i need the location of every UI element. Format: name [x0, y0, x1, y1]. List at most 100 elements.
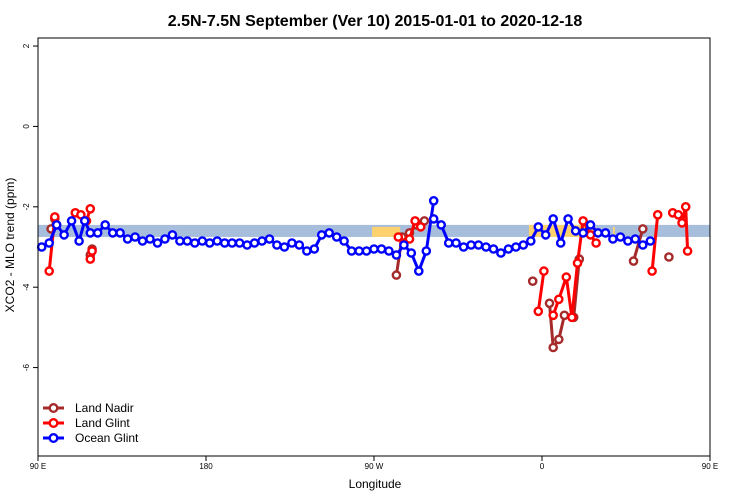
- legend-marker-land-glint: [48, 418, 59, 429]
- land-glint-point-2-0: [85, 254, 96, 264]
- ocean-glint-point-0-5: [74, 236, 84, 246]
- land-glint-point-6-0: [647, 266, 657, 276]
- ocean-glint-point-0-25: [219, 238, 230, 248]
- ocean-glint-point-1-27: [630, 234, 641, 244]
- ocean-glint-point-0-4: [66, 216, 77, 226]
- ocean-glint-point-0-10: [107, 228, 118, 238]
- highlight-band-0: [372, 226, 401, 237]
- axis-layer: 90 E 180 90 W 0 90 E 2 0 -2 -4 -6: [22, 43, 718, 471]
- land-glint-point-5-1: [554, 294, 564, 305]
- ocean-glint-point-1-20: [578, 228, 588, 238]
- legend-label-ocean-glint: Ocean Glint: [75, 431, 139, 445]
- ocean-glint-point-1-21: [585, 220, 596, 230]
- ocean-glint-point-0-1: [44, 238, 55, 248]
- land-nadir-point-5-0: [628, 256, 639, 266]
- land-glint-point-5-4: [572, 258, 583, 268]
- land-glint-point-5-7: [591, 238, 601, 248]
- ocean-glint-point-0-51: [413, 266, 424, 276]
- ocean-glint-point-1-19: [570, 226, 581, 236]
- ocean-glint-point-1-22: [593, 228, 603, 238]
- ocean-glint-point-0-29: [249, 238, 260, 248]
- ocean-glint-point-1-29: [645, 236, 656, 246]
- x-tick-label-0: 90 E: [30, 462, 46, 471]
- ocean-glint-point-1-13: [526, 236, 536, 246]
- land-glint-point-7-1: [673, 209, 684, 220]
- land-glint-point-2-1: [87, 246, 97, 256]
- ocean-glint-point-1-28: [638, 240, 648, 250]
- ocean-glint-point-0-39: [324, 228, 335, 238]
- land-glint-point-4-0: [533, 306, 544, 317]
- ocean-glint-point-1-7: [481, 242, 491, 252]
- ocean-glint-point-1-11: [511, 242, 521, 252]
- ocean-glint-point-1-10: [503, 244, 514, 254]
- land-glint-point-5-0: [548, 310, 559, 321]
- ocean-glint-point-0-2: [51, 220, 62, 230]
- land-glint-point-0-0: [44, 266, 55, 276]
- ocean-glint-point-0-7: [85, 228, 96, 238]
- legend-label-land-nadir: Land Nadir: [75, 401, 134, 415]
- ocean-glint-point-1-3: [451, 238, 461, 248]
- land-nadir-point-4-0: [544, 298, 555, 309]
- y-tick-label-1: 0: [22, 124, 31, 129]
- land-glint-line-4: [536, 270, 546, 312]
- legend-marker-ocean-glint: [48, 433, 59, 444]
- ocean-glint-point-1-26: [623, 236, 633, 246]
- ocean-glint-point-0-12: [122, 234, 133, 244]
- ocean-glint-point-0-23: [204, 238, 215, 248]
- ocean-glint-point-1-0: [428, 214, 439, 224]
- ocean-glint-point-1-1: [436, 220, 447, 230]
- ocean-glint-point-0-32: [272, 240, 282, 250]
- ocean-glint-point-1-17: [555, 238, 566, 248]
- ocean-glint-point-1-12: [518, 240, 529, 250]
- land-nadir-point-4-3: [559, 310, 570, 321]
- ocean-glint-point-0-34: [287, 238, 297, 248]
- land-glint-point-7-3: [680, 201, 691, 212]
- ocean-glint-point-0-0: [36, 242, 47, 252]
- land-glint-point-5-3: [567, 312, 577, 323]
- land-nadir-point-3-0: [527, 276, 538, 287]
- y-tick-label-3: -4: [22, 283, 31, 291]
- ocean-glint-point-0-49: [399, 240, 409, 250]
- series-land-glint: [44, 201, 693, 323]
- land-glint-point-5-5: [578, 216, 588, 226]
- ocean-glint-point-0-43: [354, 246, 364, 256]
- ocean-glint-point-0-21: [189, 238, 200, 248]
- ocean-glint-point-0-40: [331, 232, 342, 242]
- ocean-glint-point-0-37: [309, 244, 320, 254]
- legend-label-land-glint: Land Glint: [75, 416, 130, 430]
- ocean-glint-point-0-44: [361, 246, 372, 256]
- series-layer: [36, 195, 693, 353]
- land-glint-point-3-4: [415, 222, 426, 232]
- ocean-glint-point-0-3: [59, 230, 69, 240]
- land-glint-line-6: [650, 214, 660, 272]
- ocean-glint-point-0-11: [115, 228, 125, 238]
- ocean-glint-point-0-13: [130, 232, 140, 242]
- land-glint-point-5-6: [585, 230, 596, 240]
- ocean-glint-point-0-6: [79, 216, 90, 226]
- ocean-glint-point-0-31: [264, 234, 275, 244]
- ocean-glint-point-0-33: [279, 242, 290, 252]
- ocean-glint-point-0-53: [428, 195, 439, 206]
- land-nadir-line-4: [548, 258, 581, 349]
- land-glint-point-7-4: [682, 246, 693, 256]
- ocean-glint-point-0-26: [227, 238, 237, 248]
- land-nadir-point-6-0: [664, 252, 674, 262]
- y-tick-label-0: 2: [22, 43, 31, 48]
- ocean-glint-point-1-18: [563, 214, 573, 224]
- ocean-glint-point-0-41: [339, 236, 349, 246]
- ocean-glint-point-0-46: [376, 244, 387, 254]
- land-glint-point-5-2: [561, 272, 572, 282]
- ocean-glint-point-0-19: [175, 236, 185, 246]
- ocean-glint-point-0-16: [152, 238, 163, 248]
- ocean-glint-point-0-36: [301, 246, 312, 256]
- y-tick-label-2: -2: [22, 203, 31, 211]
- ocean-glint-point-1-4: [458, 242, 469, 252]
- land-nadir-point-5-1: [638, 224, 648, 234]
- x-tick-label-2: 90 W: [365, 462, 384, 471]
- ocean-glint-point-1-23: [600, 228, 611, 238]
- land-glint-point-3-0: [393, 232, 404, 242]
- land-glint-point-3-2: [404, 234, 415, 244]
- ocean-glint-point-1-6: [473, 240, 484, 250]
- x-tick-label-1: 180: [199, 462, 213, 471]
